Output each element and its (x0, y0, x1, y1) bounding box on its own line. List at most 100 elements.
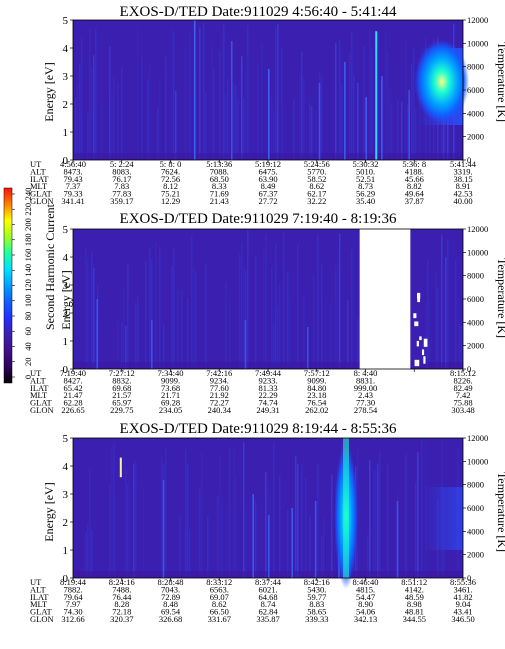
heatmap-column (173, 31, 175, 160)
orbit-table-cell: 8.28 (114, 599, 129, 609)
orbit-row-label: ALT (30, 166, 47, 176)
heatmap-column (255, 501, 257, 578)
heatmap-column (287, 510, 289, 578)
heatmap-column (145, 260, 147, 369)
orbit-table-cell: 342.13 (354, 614, 377, 624)
heatmap-column (335, 265, 337, 369)
heatmap-column (377, 463, 379, 578)
orbit-table-cell: 8:55:36 (450, 577, 476, 587)
heatmap-column (287, 271, 289, 369)
heatmap-edge-glow (423, 487, 463, 550)
heatmap-streak (268, 515, 270, 578)
heatmap-column (91, 251, 93, 369)
y-right-tick-label: 8000 (467, 62, 484, 72)
heatmap-column (269, 491, 271, 578)
colorbar-tick-label: 180 (23, 233, 33, 246)
orbit-table-cell: 234.05 (159, 405, 182, 415)
orbit-table-cell: 8.48 (163, 599, 178, 609)
orbit-table-cell: 21.71 (161, 390, 180, 400)
heatmap-column (143, 485, 145, 578)
orbit-table-cell: 278.54 (354, 405, 378, 415)
orbit-table-cell: 7.42 (456, 390, 471, 400)
heatmap-column (281, 47, 283, 160)
heatmap-column (299, 73, 301, 160)
heatmap-column (211, 42, 213, 160)
heatmap-bright-streak (375, 31, 378, 161)
heatmap-column (459, 323, 461, 369)
orbit-table-cell: 37.87 (405, 196, 424, 206)
orbit-table-cell: 79.64 (63, 592, 83, 602)
heatmap-streak (396, 501, 399, 578)
heatmap-column (235, 85, 237, 160)
orbit-table-cell: 82.49 (453, 383, 472, 393)
heatmap-no-data-speck (414, 321, 419, 327)
heatmap-column (181, 289, 183, 369)
heatmap-column (185, 45, 187, 160)
heatmap-streak (291, 508, 293, 578)
y-tick-label: 2 (63, 308, 69, 320)
heatmap-column (175, 91, 177, 160)
orbit-table-cell: 40.00 (453, 196, 472, 206)
orbit-table-cell: 7:42:16 (206, 368, 232, 378)
orbit-table-cell: 56.29 (356, 189, 375, 199)
panel-3-heatmap: 0 1 2 3 4 5 0 2000 4000 6000 8000 10000 12000 (63, 433, 488, 590)
heatmap-column (283, 231, 285, 369)
orbit-table-cell: 346.50 (451, 614, 474, 624)
heatmap-column (113, 444, 115, 578)
panel-1-ylabel-right: Temperature [K] (495, 42, 505, 122)
orbit-table-cell: 62.28 (63, 398, 82, 408)
heatmap-hot-core (343, 438, 349, 578)
orbit-table-cell: 7:49:44 (255, 368, 282, 378)
orbit-table-cell: 72.56 (161, 174, 180, 184)
orbit-table-cell: 229.75 (110, 405, 133, 415)
orbit-table-cell: 75.88 (453, 398, 472, 408)
orbit-table-cell: 7.37 (66, 181, 81, 191)
orbit-table-cell: 7043. (161, 584, 180, 594)
panel-2-title: EXOS-D/TED Date:911029 7:19:40 - 8:19:36 (120, 211, 397, 227)
heatmap-column (257, 62, 259, 160)
heatmap-column (271, 94, 273, 160)
heatmap-column (297, 463, 299, 578)
heatmap-column (157, 107, 159, 160)
y-right-tick-label: 2000 (467, 341, 484, 351)
orbit-table-cell: 49.64 (405, 189, 425, 199)
heatmap-column (189, 529, 191, 578)
heatmap-column (171, 27, 173, 161)
heatmap-column (135, 302, 137, 369)
orbit-table-cell: 999.00 (354, 383, 377, 393)
orbit-table-cell: 8.49 (261, 181, 276, 191)
heatmap-column (339, 233, 341, 369)
orbit-table-cell: 5430. (307, 584, 326, 594)
heatmap-column (121, 322, 123, 369)
y-tick-label: 4 (63, 252, 69, 264)
orbit-table-cell: 312.66 (61, 614, 84, 624)
heatmap-column (277, 24, 279, 160)
heatmap-streak (381, 76, 383, 160)
orbit-table-cell: 64.68 (258, 592, 277, 602)
heatmap-column (187, 297, 189, 369)
heatmap-column (387, 51, 389, 160)
orbit-table-cell: 3319. (453, 166, 472, 176)
heatmap-column (81, 37, 83, 160)
orbit-table-cell: 38.15 (453, 174, 472, 184)
heatmap-column (261, 44, 263, 160)
orbit-row-label: GLON (30, 614, 54, 624)
orbit-table-cell: 8.90 (358, 599, 373, 609)
heatmap-streak (314, 501, 317, 578)
y-tick-label: 2 (63, 99, 69, 111)
orbit-table-cell: 303.48 (451, 405, 474, 415)
heatmap-column (235, 475, 237, 578)
orbit-table-cell: 48.81 (405, 607, 424, 617)
heatmap-column (201, 452, 203, 578)
heatmap-column (427, 260, 429, 369)
heatmap-column (349, 52, 351, 160)
orbit-table-cell: 335.87 (256, 614, 279, 624)
orbit-table-cell: 8083. (112, 166, 131, 176)
orbit-table-cell: 5:19:12 (255, 159, 281, 169)
heatmap-column (455, 259, 457, 369)
heatmap-column (125, 469, 127, 578)
colorbar-tick-label: 100 (23, 294, 33, 307)
heatmap-column (305, 478, 307, 578)
